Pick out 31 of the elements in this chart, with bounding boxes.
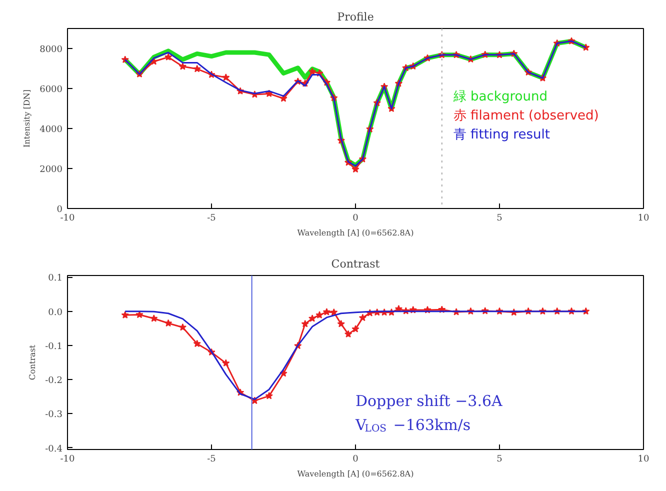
y-tick-label: 0.0 [48,308,63,318]
chart-title: Contrast [331,258,380,270]
x-tick-label: -5 [207,454,216,464]
x-tick-label: -10 [60,214,76,224]
chart-title: Profile [337,10,374,24]
y-tick-label: 4000 [40,125,63,135]
x-axis-title: Wavelength [A] (0=6562.8A) [297,470,414,478]
x-tick-label: -5 [207,214,216,224]
y-tick-label: 0.1 [48,274,63,284]
annotation: Dopper shift −3.6A [356,392,503,410]
series-label: 緑 background [452,89,548,104]
y-tick-label: -0.1 [45,342,63,352]
y-tick-label: 6000 [40,85,63,95]
text: 青 fitting result [453,127,550,142]
x-tick-label: 10 [638,214,650,224]
x-tick-label: 0 [352,214,359,224]
y-tick-label: 8000 [40,45,63,55]
y-tick-label: -0.4 [45,444,63,454]
x-tick-label: 5 [496,214,503,224]
y-tick-label: -0.3 [45,410,63,420]
y-tick-label: 0 [56,205,63,215]
x-tick-label: 10 [638,454,650,464]
y-axis-title: Contrast [28,344,38,380]
text: 赤 filament (observed) [453,108,599,124]
x-tick-label: 0 [352,454,359,464]
y-tick-label: -0.2 [45,376,63,386]
y-axis-title: Intensity [DN] [22,89,32,148]
x-tick-label: 5 [496,454,503,464]
x-axis-title: Wavelength [A] (0=6562.8A) [297,228,414,238]
x-tick-label: -10 [60,454,76,464]
y-tick-label: 2000 [40,165,63,175]
